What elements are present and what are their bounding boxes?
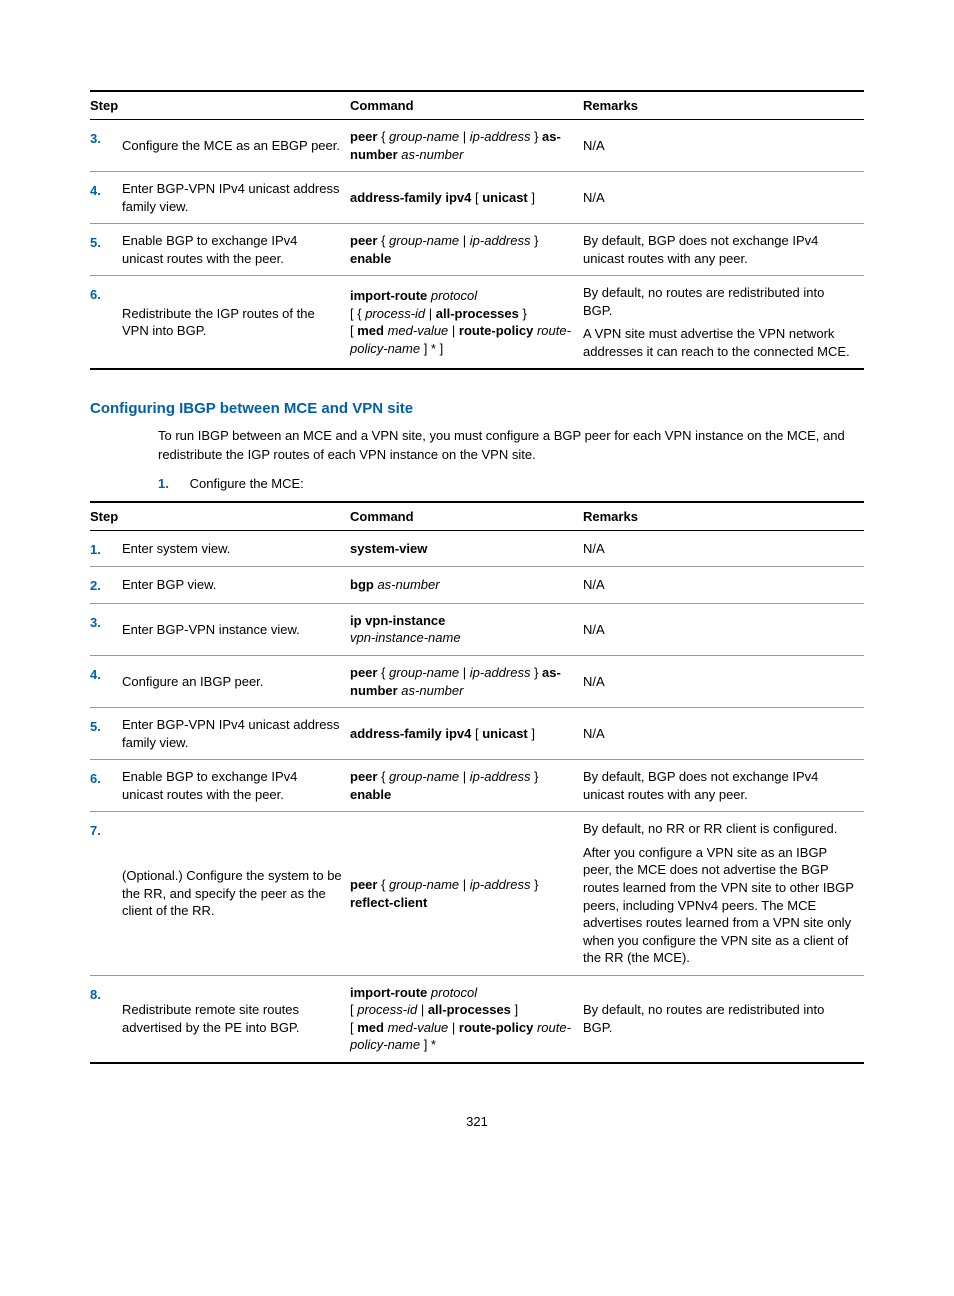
step-number: 4. xyxy=(90,656,122,708)
ordered-step-1: 1. Configure the MCE: xyxy=(158,476,864,491)
th-step: Step xyxy=(90,91,350,120)
remarks-cell: By default, BGP does not exchange IPv4 u… xyxy=(583,224,864,276)
step-description: Configure the MCE as an EBGP peer. xyxy=(122,120,350,172)
step-description: Enter BGP-VPN IPv4 unicast address famil… xyxy=(122,708,350,760)
step-number: 6. xyxy=(90,760,122,812)
step-description: Enable BGP to exchange IPv4 unicast rout… xyxy=(122,760,350,812)
step-description: Enter BGP view. xyxy=(122,567,350,604)
remarks-text: N/A xyxy=(583,189,856,207)
table-row: 5.Enter BGP-VPN IPv4 unicast address fam… xyxy=(90,708,864,760)
ordered-step-text: Configure the MCE: xyxy=(190,476,304,491)
remarks-cell: N/A xyxy=(583,567,864,604)
table-row: 5.Enable BGP to exchange IPv4 unicast ro… xyxy=(90,224,864,276)
remarks-cell: N/A xyxy=(583,603,864,655)
table-row: 2.Enter BGP view.bgp as-numberN/A xyxy=(90,567,864,604)
table2-body: 1.Enter system view.system-viewN/A2.Ente… xyxy=(90,530,864,1063)
th-remarks: Remarks xyxy=(583,91,864,120)
remarks-text: N/A xyxy=(583,576,856,594)
step-description: Configure an IBGP peer. xyxy=(122,656,350,708)
remarks-text: N/A xyxy=(583,725,856,743)
remarks-text: By default, no routes are redistributed … xyxy=(583,1001,856,1036)
command-cell: address-family ipv4 [ unicast ] xyxy=(350,172,583,224)
step-number: 2. xyxy=(90,567,122,604)
command-cell: ip vpn-instancevpn-instance-name xyxy=(350,603,583,655)
step-number: 8. xyxy=(90,975,122,1063)
step-description: Enter BGP-VPN IPv4 unicast address famil… xyxy=(122,172,350,224)
remarks-cell: N/A xyxy=(583,708,864,760)
th-remarks: Remarks xyxy=(583,502,864,531)
section-heading: Configuring IBGP between MCE and VPN sit… xyxy=(90,400,864,417)
config-table-1: Step Command Remarks 3.Configure the MCE… xyxy=(90,90,864,370)
step-description: Redistribute remote site routes advertis… xyxy=(122,975,350,1063)
remarks-cell: N/A xyxy=(583,120,864,172)
step-description: Enter BGP-VPN instance view. xyxy=(122,603,350,655)
table-row: 7.(Optional.) Configure the system to be… xyxy=(90,812,864,975)
table-row: 3.Enter BGP-VPN instance view.ip vpn-ins… xyxy=(90,603,864,655)
remarks-text: A VPN site must advertise the VPN networ… xyxy=(583,325,856,360)
command-cell: import-route protocol[ process-id | all-… xyxy=(350,975,583,1063)
th-command: Command xyxy=(350,91,583,120)
command-cell: address-family ipv4 [ unicast ] xyxy=(350,708,583,760)
command-cell: peer { group-name | ip-address } as-numb… xyxy=(350,120,583,172)
step-description: Redistribute the IGP routes of the VPN i… xyxy=(122,276,350,370)
command-cell: import-route protocol[ { process-id | al… xyxy=(350,276,583,370)
command-cell: system-view xyxy=(350,530,583,567)
step-description: Enable BGP to exchange IPv4 unicast rout… xyxy=(122,224,350,276)
remarks-text: N/A xyxy=(583,540,856,558)
th-step: Step xyxy=(90,502,350,531)
ordered-step-number: 1. xyxy=(158,476,186,491)
intro-paragraph: To run IBGP between an MCE and a VPN sit… xyxy=(158,427,864,463)
remarks-cell: By default, no routes are redistributed … xyxy=(583,975,864,1063)
table-row: 4.Configure an IBGP peer.peer { group-na… xyxy=(90,656,864,708)
step-number: 6. xyxy=(90,276,122,370)
remarks-text: By default, no routes are redistributed … xyxy=(583,284,856,319)
config-table-2: Step Command Remarks 1.Enter system view… xyxy=(90,501,864,1064)
command-cell: peer { group-name | ip-address } enable xyxy=(350,224,583,276)
remarks-text: N/A xyxy=(583,673,856,691)
command-cell: peer { group-name | ip-address } reflect… xyxy=(350,812,583,975)
remarks-cell: By default, no RR or RR client is config… xyxy=(583,812,864,975)
table-row: 6.Redistribute the IGP routes of the VPN… xyxy=(90,276,864,370)
command-cell: peer { group-name | ip-address } enable xyxy=(350,760,583,812)
step-number: 1. xyxy=(90,530,122,567)
table-row: 8.Redistribute remote site routes advert… xyxy=(90,975,864,1063)
step-number: 3. xyxy=(90,603,122,655)
remarks-cell: By default, no routes are redistributed … xyxy=(583,276,864,370)
table-row: 6.Enable BGP to exchange IPv4 unicast ro… xyxy=(90,760,864,812)
remarks-text: By default, no RR or RR client is config… xyxy=(583,820,856,838)
step-description: Enter system view. xyxy=(122,530,350,567)
step-number: 5. xyxy=(90,708,122,760)
table-row: 1.Enter system view.system-viewN/A xyxy=(90,530,864,567)
remarks-text: By default, BGP does not exchange IPv4 u… xyxy=(583,768,856,803)
command-cell: peer { group-name | ip-address } as-numb… xyxy=(350,656,583,708)
step-number: 4. xyxy=(90,172,122,224)
step-number: 7. xyxy=(90,812,122,975)
page-number: 321 xyxy=(90,1114,864,1129)
remarks-text: N/A xyxy=(583,621,856,639)
table-row: 4.Enter BGP-VPN IPv4 unicast address fam… xyxy=(90,172,864,224)
remarks-text: N/A xyxy=(583,137,856,155)
remarks-cell: N/A xyxy=(583,530,864,567)
table1-body: 3.Configure the MCE as an EBGP peer.peer… xyxy=(90,120,864,370)
command-cell: bgp as-number xyxy=(350,567,583,604)
step-number: 5. xyxy=(90,224,122,276)
remarks-text: By default, BGP does not exchange IPv4 u… xyxy=(583,232,856,267)
remarks-text: After you configure a VPN site as an IBG… xyxy=(583,844,856,967)
remarks-cell: N/A xyxy=(583,172,864,224)
th-command: Command xyxy=(350,502,583,531)
table-row: 3.Configure the MCE as an EBGP peer.peer… xyxy=(90,120,864,172)
remarks-cell: N/A xyxy=(583,656,864,708)
step-number: 3. xyxy=(90,120,122,172)
remarks-cell: By default, BGP does not exchange IPv4 u… xyxy=(583,760,864,812)
step-description: (Optional.) Configure the system to be t… xyxy=(122,812,350,975)
